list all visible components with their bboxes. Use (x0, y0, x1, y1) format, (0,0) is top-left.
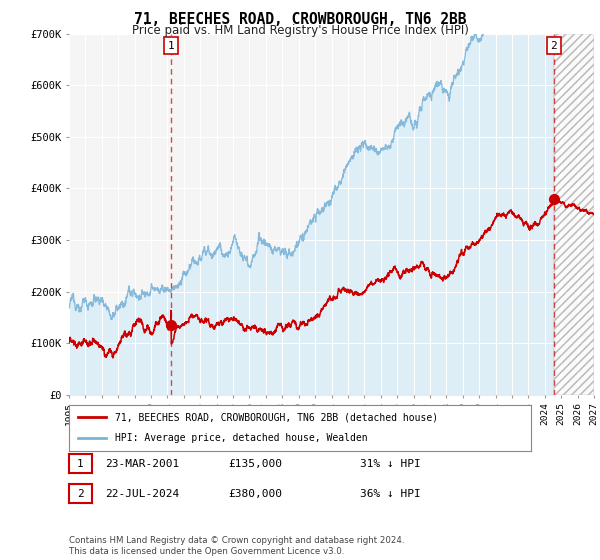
Text: 2: 2 (77, 489, 84, 499)
Text: 23-MAR-2001: 23-MAR-2001 (105, 459, 179, 469)
Text: £380,000: £380,000 (228, 489, 282, 499)
Text: £135,000: £135,000 (228, 459, 282, 469)
Text: 22-JUL-2024: 22-JUL-2024 (105, 489, 179, 499)
Text: HPI: Average price, detached house, Wealden: HPI: Average price, detached house, Weal… (115, 433, 368, 444)
Text: Contains HM Land Registry data © Crown copyright and database right 2024.
This d: Contains HM Land Registry data © Crown c… (69, 536, 404, 556)
Text: 71, BEECHES ROAD, CROWBOROUGH, TN6 2BB (detached house): 71, BEECHES ROAD, CROWBOROUGH, TN6 2BB (… (115, 412, 439, 422)
Text: 31% ↓ HPI: 31% ↓ HPI (360, 459, 421, 469)
Text: 36% ↓ HPI: 36% ↓ HPI (360, 489, 421, 499)
Text: 2: 2 (550, 41, 557, 51)
Text: 1: 1 (167, 41, 175, 51)
Text: Price paid vs. HM Land Registry's House Price Index (HPI): Price paid vs. HM Land Registry's House … (131, 24, 469, 36)
Text: 1: 1 (77, 459, 84, 469)
Text: 71, BEECHES ROAD, CROWBOROUGH, TN6 2BB: 71, BEECHES ROAD, CROWBOROUGH, TN6 2BB (134, 12, 466, 27)
